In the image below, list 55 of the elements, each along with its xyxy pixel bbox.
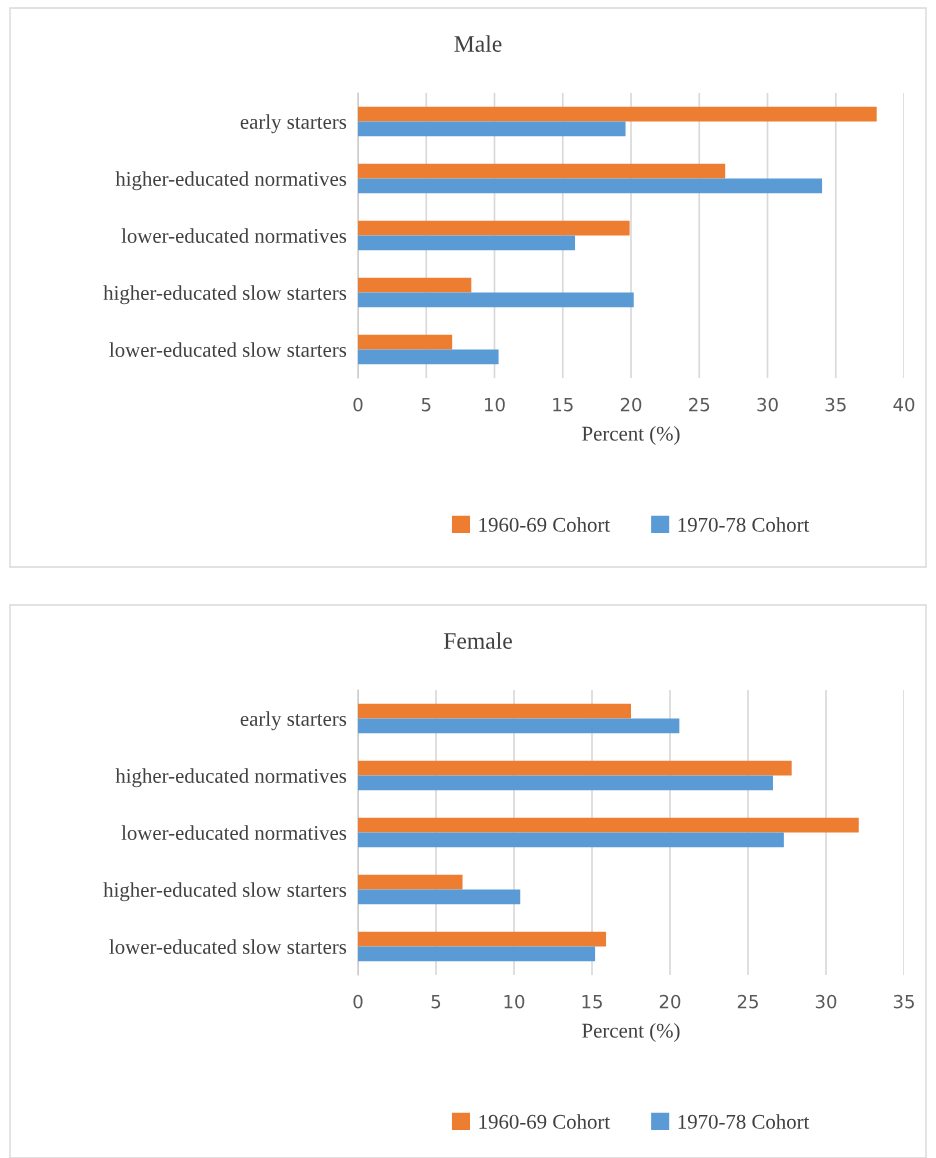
bar bbox=[358, 349, 499, 365]
bar bbox=[358, 832, 784, 848]
bar bbox=[358, 889, 521, 905]
x-tick-label: 15 bbox=[582, 995, 602, 1009]
y-tick-label: lower-educated slow starters bbox=[109, 342, 347, 357]
legend-label: 1960-69 Cohort bbox=[479, 517, 611, 532]
y-tick-label: early starters bbox=[240, 711, 347, 731]
bar bbox=[358, 292, 634, 308]
chart-title: Male bbox=[454, 35, 502, 52]
x-tick-label: 20 bbox=[659, 994, 681, 1009]
x-tick-label: 5 bbox=[421, 398, 431, 412]
y-tick-label: higher-educated slow starters bbox=[103, 285, 347, 305]
x-tick-label: 20 bbox=[620, 397, 642, 412]
x-tick-label: 15 bbox=[553, 398, 573, 412]
bar bbox=[358, 334, 453, 350]
y-tick-label: lower-educated slow starters bbox=[109, 939, 347, 954]
legend-label: 1960-69 Cohort bbox=[479, 1114, 611, 1129]
bar bbox=[358, 931, 607, 947]
bar bbox=[358, 178, 823, 194]
bar bbox=[358, 163, 726, 179]
y-tick-label: lower-educated normatives bbox=[121, 825, 347, 840]
y-tick-label: higher-educated normatives bbox=[115, 768, 347, 788]
bar bbox=[358, 277, 472, 293]
x-axis-title: Percent (%) bbox=[582, 1023, 680, 1042]
x-tick-label: 30 bbox=[757, 397, 778, 412]
x-tick-label: 5 bbox=[431, 995, 441, 1009]
bar bbox=[358, 817, 859, 833]
y-tick-label: early starters bbox=[240, 114, 347, 134]
x-tick-label: 0 bbox=[353, 994, 363, 1009]
bar bbox=[358, 775, 773, 791]
bar bbox=[358, 235, 576, 251]
y-tick-label: higher-educated slow starters bbox=[103, 882, 347, 902]
bar bbox=[358, 874, 463, 890]
x-tick-label: 30 bbox=[815, 994, 837, 1009]
x-tick-label: 10 bbox=[485, 397, 505, 412]
legend-label: 1970-78 Cohort bbox=[678, 517, 810, 532]
x-tick-label: 0 bbox=[353, 397, 363, 412]
bar bbox=[358, 760, 792, 776]
x-tick-label: 35 bbox=[893, 994, 914, 1009]
x-tick-label: 25 bbox=[689, 397, 710, 412]
x-axis-title: Percent (%) bbox=[582, 426, 680, 445]
legend-label: 1970-78 Cohort bbox=[678, 1114, 810, 1129]
x-tick-label: 25 bbox=[737, 994, 758, 1009]
bar bbox=[358, 703, 631, 719]
bar bbox=[358, 946, 596, 962]
x-tick-label: 40 bbox=[893, 397, 915, 412]
x-tick-label: 10 bbox=[504, 994, 525, 1009]
y-tick-label: lower-educated normatives bbox=[121, 228, 347, 243]
bar bbox=[358, 718, 680, 734]
chart-title: Female bbox=[443, 632, 512, 649]
bar bbox=[358, 106, 877, 122]
x-tick-label: 35 bbox=[825, 397, 846, 412]
y-tick-label: higher-educated normatives bbox=[115, 171, 347, 191]
bar bbox=[358, 121, 626, 137]
bar bbox=[358, 220, 630, 236]
